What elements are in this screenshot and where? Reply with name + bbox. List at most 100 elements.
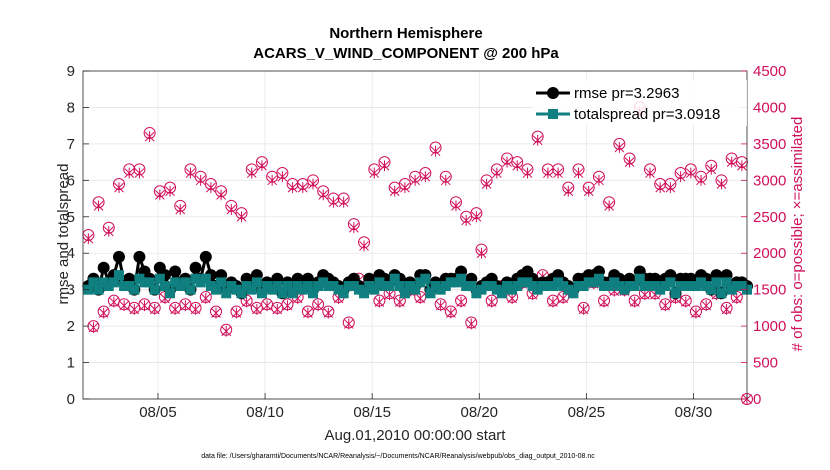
totalspread-point bbox=[93, 284, 104, 295]
totalspread-point bbox=[670, 288, 681, 299]
legend-rmse-label: rmse pr=3.2963 bbox=[574, 85, 679, 102]
totalspread-point bbox=[262, 281, 273, 292]
totalspread-point bbox=[461, 281, 472, 292]
totalspread-point bbox=[639, 281, 650, 292]
totalspread-point bbox=[450, 277, 461, 288]
obs-assimilated-point bbox=[415, 293, 426, 304]
right-y-tick-label: 500 bbox=[753, 355, 778, 372]
totalspread-point bbox=[236, 288, 247, 299]
totalspread-point bbox=[359, 288, 370, 299]
totalspread-point bbox=[507, 284, 518, 295]
obs-assimilated-point bbox=[512, 160, 523, 172]
obs-assimilated-point bbox=[200, 293, 211, 304]
x-tick-label: 08/15 bbox=[353, 404, 391, 421]
obs-assimilated-point bbox=[241, 296, 252, 308]
totalspread-point bbox=[721, 277, 732, 288]
chart-title: Northern Hemisphere bbox=[329, 25, 482, 42]
totalspread-point bbox=[425, 288, 436, 299]
right-y-tick-label: 2500 bbox=[753, 209, 786, 226]
right-y-tick-label: 3500 bbox=[753, 136, 786, 153]
obs-assimilated-point bbox=[88, 322, 99, 333]
totalspread-point bbox=[379, 281, 390, 292]
right-y-tick-label: 3000 bbox=[753, 172, 786, 189]
obs-assimilated-point bbox=[323, 307, 334, 319]
obs-assimilated-point bbox=[696, 174, 706, 186]
y-tick-label: 5 bbox=[67, 209, 75, 226]
totalspread-point bbox=[165, 288, 176, 299]
totalspread-point bbox=[246, 284, 257, 295]
obs-assimilated-point bbox=[374, 296, 385, 308]
obs-assimilated-point bbox=[420, 171, 431, 183]
obs-assimilated-point bbox=[303, 307, 313, 319]
totalspread-point bbox=[685, 281, 696, 292]
obs-assimilated-point bbox=[461, 215, 472, 226]
obs-assimilated-point bbox=[456, 296, 466, 308]
totalspread-point bbox=[108, 277, 119, 288]
obs-assimilated-point bbox=[685, 167, 696, 179]
y-tick-label: 2 bbox=[67, 318, 75, 335]
totalspread-point bbox=[149, 284, 160, 295]
obs-assimilated-point bbox=[282, 300, 293, 312]
x-tick-label: 08/30 bbox=[675, 404, 713, 421]
obs-assimilated-point bbox=[660, 300, 671, 312]
obs-assimilated-point bbox=[721, 303, 732, 315]
obs-assimilated-point bbox=[175, 204, 186, 215]
obs-assimilated-point bbox=[369, 167, 380, 179]
totalspread-point bbox=[348, 281, 359, 292]
totalspread-point bbox=[185, 284, 196, 295]
y-tick-label: 8 bbox=[67, 99, 75, 116]
totalspread-point bbox=[389, 273, 400, 284]
obs-assimilated-point bbox=[629, 296, 640, 308]
x-tick-label: 08/20 bbox=[460, 404, 498, 421]
totalspread-point bbox=[491, 284, 502, 295]
totalspread-point bbox=[588, 277, 599, 288]
totalspread-point bbox=[287, 288, 298, 299]
totalspread-point bbox=[420, 273, 431, 284]
totalspread-point bbox=[527, 281, 538, 292]
obs-assimilated-point bbox=[221, 325, 232, 337]
obs-assimilated-point bbox=[680, 296, 691, 308]
totalspread-point bbox=[675, 281, 686, 292]
obs-assimilated-point bbox=[114, 182, 124, 194]
obs-assimilated-point bbox=[491, 167, 502, 179]
obs-assimilated-point bbox=[716, 178, 727, 190]
x-tick-label: 08/25 bbox=[568, 404, 606, 421]
totalspread-point bbox=[471, 288, 482, 299]
y-axis-label: rmse and totalspread bbox=[55, 164, 72, 305]
totalspread-point bbox=[466, 281, 477, 292]
obs-assimilated-point bbox=[502, 156, 512, 168]
totalspread-point bbox=[267, 284, 278, 295]
totalspread-point bbox=[129, 284, 140, 295]
totalspread-point bbox=[272, 281, 283, 292]
totalspread-point bbox=[302, 281, 313, 292]
totalspread-point bbox=[517, 277, 528, 288]
totalspread-point bbox=[226, 281, 237, 292]
tick-layer: 08/05 08/10 08/15 08/20 08/25 08/30 0 1 2 3 4 5 6 7 8 9… bbox=[67, 63, 787, 421]
rmse-point bbox=[97, 261, 110, 274]
obs-assimilated-point bbox=[604, 200, 614, 212]
totalspread-point bbox=[680, 281, 691, 292]
totalspread-point bbox=[532, 284, 543, 295]
right-y-axis-label: # of obs: o=possible; ×=assimilated bbox=[789, 117, 806, 352]
totalspread-point bbox=[221, 288, 232, 299]
obs-assimilated-point bbox=[410, 174, 420, 186]
obs-assimilated-point bbox=[706, 164, 717, 175]
obs-assimilated-point bbox=[144, 131, 155, 142]
rmse-point bbox=[133, 250, 146, 263]
totalspread-point bbox=[134, 273, 145, 284]
obs-assimilated-point bbox=[640, 289, 650, 301]
totalspread-point bbox=[292, 281, 303, 292]
totalspread-point bbox=[364, 281, 375, 292]
obs-assimilated-point bbox=[573, 167, 584, 179]
totalspread-point bbox=[210, 284, 221, 295]
totalspread-point bbox=[481, 281, 492, 292]
obs-assimilated-point bbox=[165, 185, 175, 197]
totalspread-point bbox=[119, 281, 130, 292]
x-tick-label: 08/10 bbox=[246, 404, 284, 421]
totalspread-point bbox=[731, 281, 742, 292]
totalspread-point bbox=[323, 281, 334, 292]
obs-assimilated-point bbox=[446, 307, 456, 319]
totalspread-point bbox=[241, 281, 252, 292]
totalspread-point bbox=[711, 277, 722, 288]
